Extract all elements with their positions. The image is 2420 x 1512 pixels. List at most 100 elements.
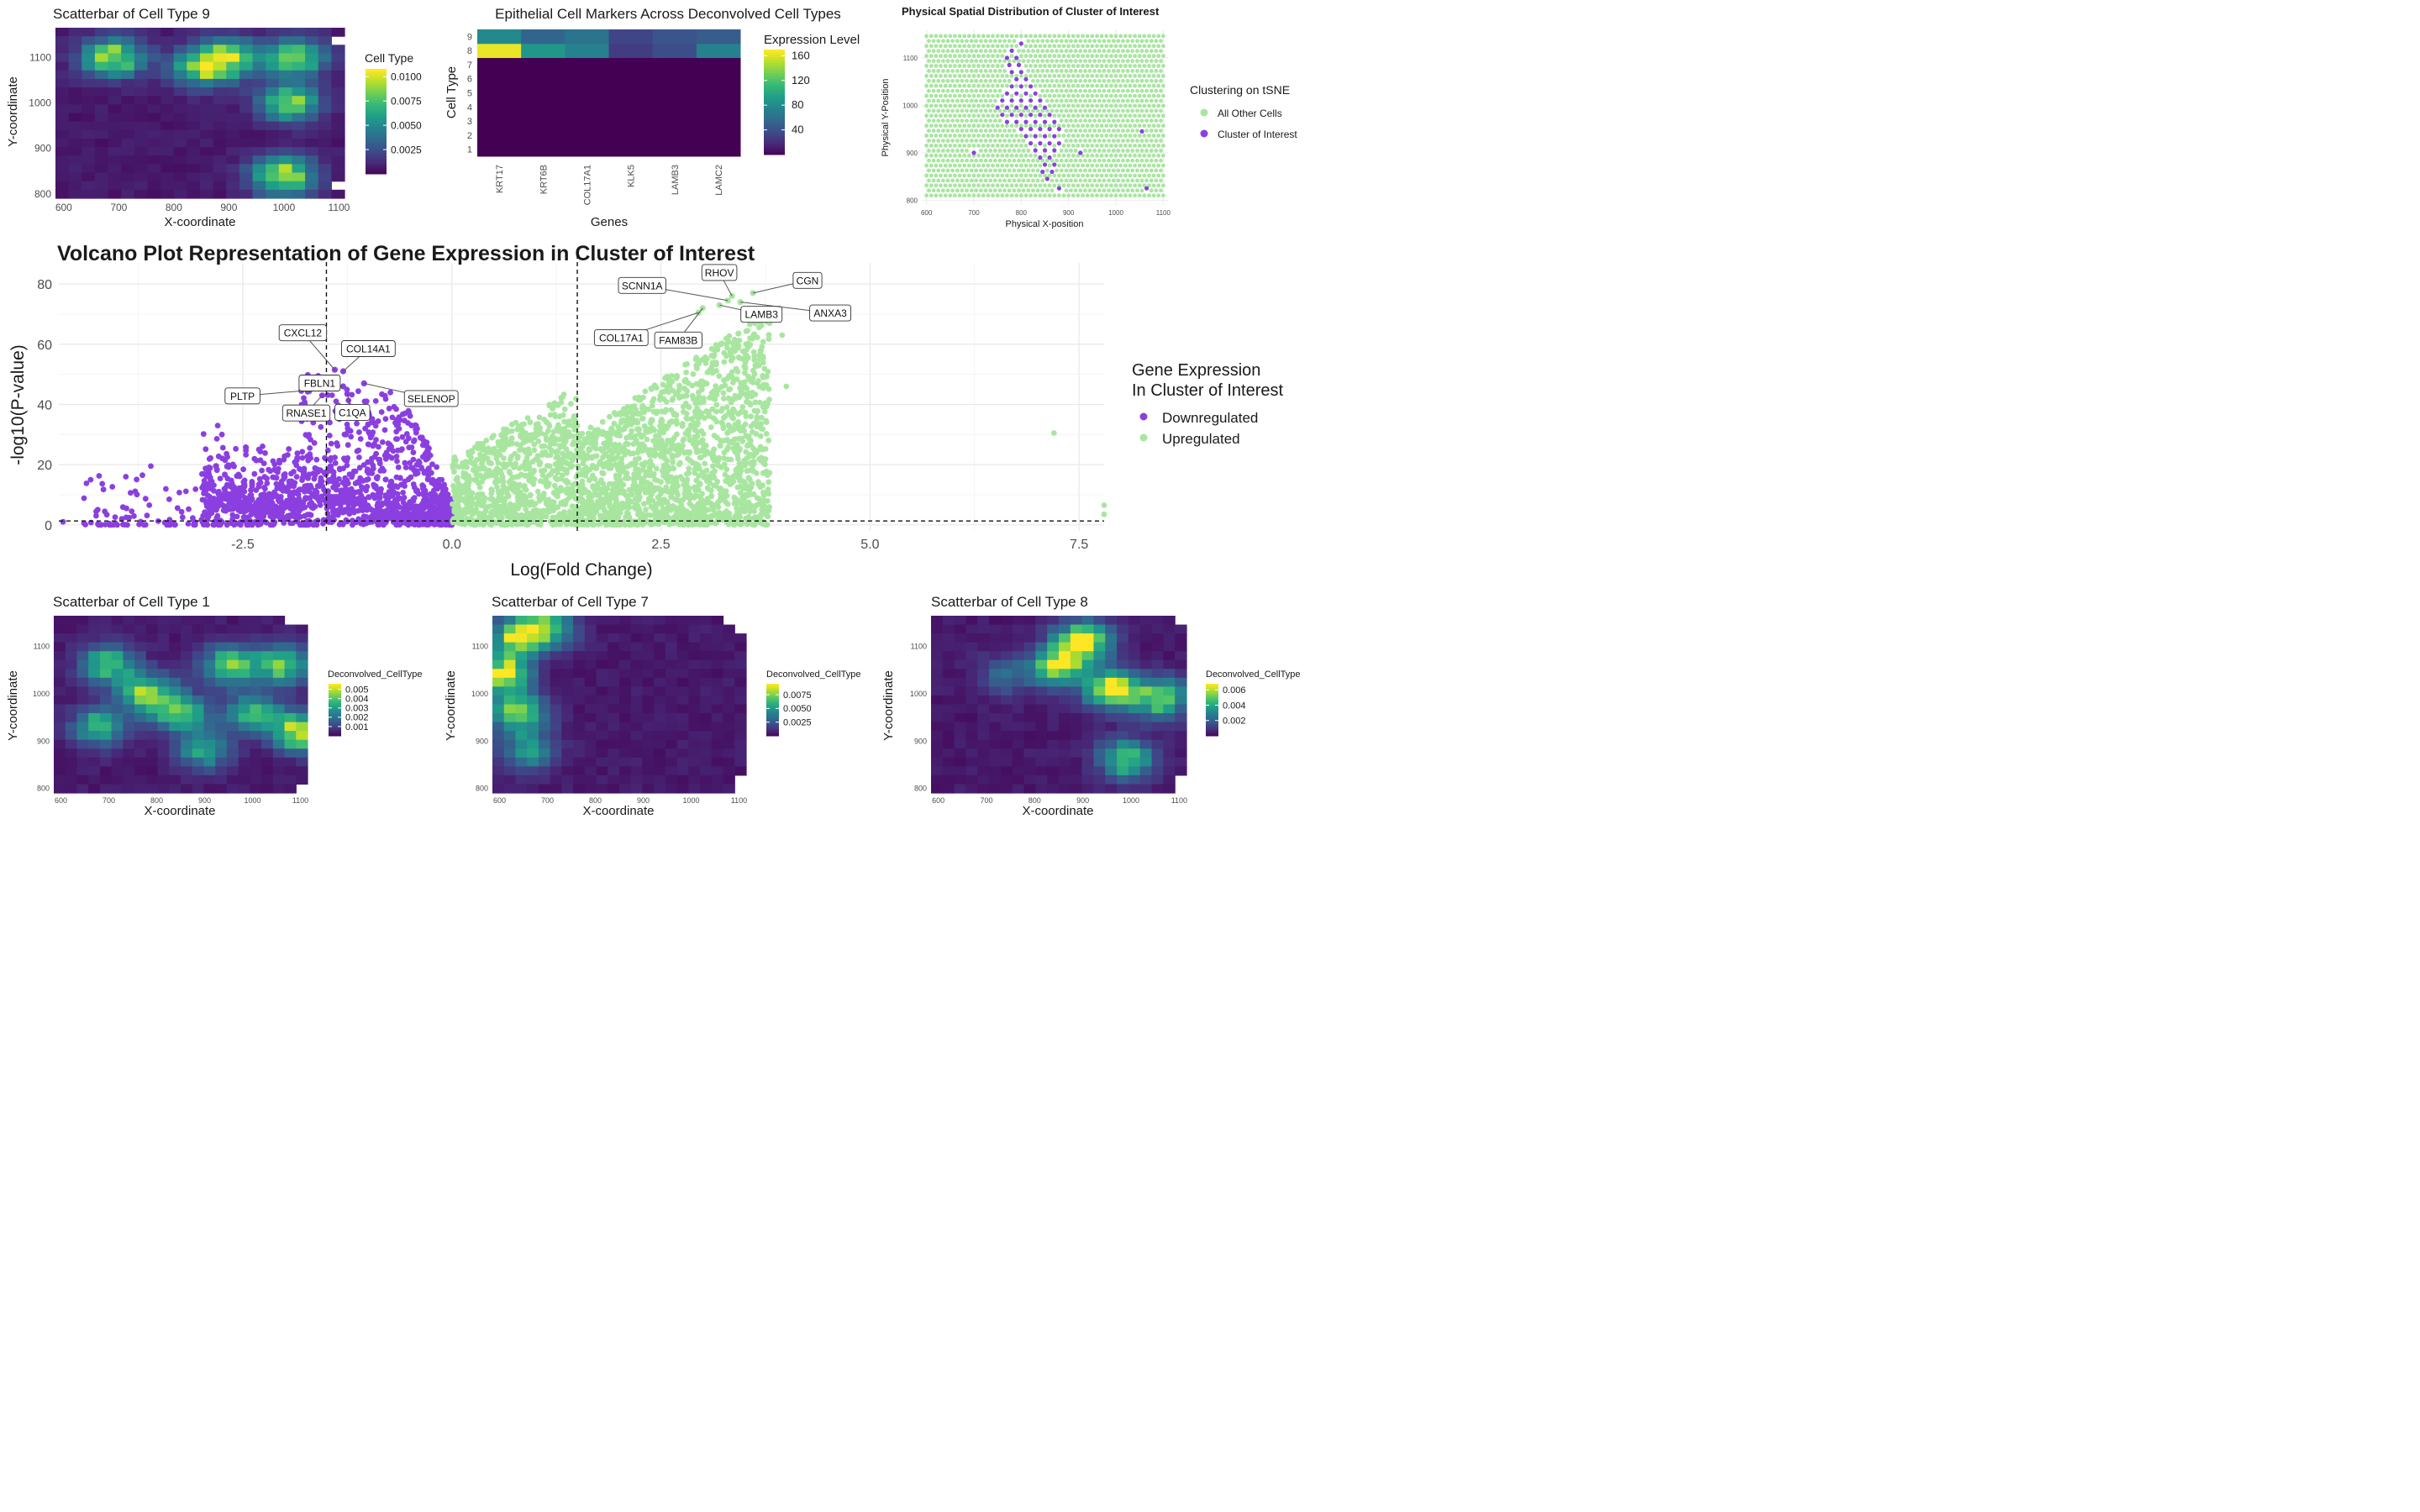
panel-volcano: Volcano Plot Representation of Gene Expr… — [0, 235, 1310, 588]
volcano-point-down — [128, 490, 134, 496]
spatial-point-other — [1125, 69, 1130, 73]
ct9-tile — [213, 61, 227, 71]
volcano-point-down — [261, 485, 267, 491]
spatial-point-other — [955, 158, 960, 163]
ct9-tile — [266, 155, 280, 165]
spatial-point-other — [1000, 74, 1005, 78]
spatial-point-other — [1017, 139, 1021, 143]
spatial-point-other — [966, 103, 971, 108]
spatial-point-other — [1121, 148, 1125, 153]
ct9-tile — [147, 28, 161, 37]
spatial-point-other — [1083, 158, 1087, 163]
ct9-tile — [305, 138, 319, 148]
spatial-point-other — [929, 123, 934, 129]
spatial-point-other — [995, 163, 1000, 168]
spatial-point-other — [1078, 188, 1083, 193]
spatial-point-other — [941, 98, 945, 103]
spatial-point-other — [1104, 153, 1109, 158]
ct9-tile — [292, 104, 306, 114]
spatial-point-other — [1130, 158, 1135, 163]
spatial-point-other — [953, 113, 957, 118]
ct9-tile — [331, 78, 345, 88]
spatial-point-other — [957, 134, 962, 138]
ct9-tile — [82, 181, 96, 191]
spatial-point-other — [991, 183, 995, 188]
spatial-point-other — [1092, 98, 1097, 103]
ct9-colorbar-step — [366, 137, 387, 140]
ct9-ytick-label: 900 — [34, 143, 51, 155]
spatial-point-other — [1066, 74, 1071, 78]
spatial-point-other — [1073, 188, 1078, 193]
spatial-point-other — [1005, 34, 1009, 39]
spatial-point-other — [1149, 118, 1154, 123]
spatial-point-other — [1142, 193, 1147, 198]
spatial-point-cluster — [1033, 119, 1038, 124]
spatial-point-other — [1102, 148, 1107, 153]
spatial-point-other — [1159, 49, 1163, 54]
spatial-point-other — [950, 78, 955, 83]
spatial-xtick-label: 900 — [1063, 209, 1075, 217]
ct9-tile — [160, 164, 175, 174]
volcano-point-down — [248, 487, 254, 493]
spatial-point-other — [1161, 34, 1165, 39]
ct9-tile — [305, 78, 319, 88]
spatial-point-other — [1061, 134, 1066, 138]
spatial-point-other — [950, 148, 955, 153]
spatial-point-other — [927, 129, 931, 134]
ct9-tile — [108, 121, 122, 131]
spatial-title: Physical Spatial Distribution of Cluster… — [902, 5, 1160, 18]
spatial-point-other — [1069, 129, 1073, 134]
spatial-point-other — [1061, 163, 1066, 168]
spatial-point-other — [1092, 108, 1097, 113]
spatial-point-other — [1018, 153, 1023, 158]
spatial-point-other — [1151, 163, 1156, 168]
spatial-point-cluster — [1040, 169, 1045, 175]
ct9-tile — [108, 104, 122, 114]
spatial-point-other — [1097, 148, 1102, 153]
markers-colorbar-step — [764, 107, 785, 111]
ct9-tile — [292, 181, 306, 191]
spatial-point-other — [1095, 123, 1099, 129]
volcano-point-down — [373, 475, 380, 481]
spatial-point-other — [1014, 113, 1019, 118]
spatial-point-other — [1083, 49, 1087, 54]
ct9-tile — [226, 104, 240, 114]
ct9-tile — [68, 121, 82, 131]
ct9-tile — [187, 104, 201, 114]
spatial-point-other — [966, 193, 971, 198]
spatial-point-other — [1085, 93, 1090, 98]
ct9-tile — [226, 172, 240, 182]
markers-colorbar-step — [764, 102, 785, 106]
spatial-point-other — [1073, 88, 1078, 93]
spatial-point-other — [1104, 134, 1109, 138]
volcano-point-down — [397, 475, 403, 481]
ct9-legend-tick-label: 0.0100 — [391, 71, 422, 82]
volcano-point-down — [211, 522, 218, 528]
spatial-point-other — [943, 193, 948, 198]
spatial-point-other — [957, 163, 962, 168]
spatial-point-other — [957, 74, 962, 78]
volcano-point-down — [262, 449, 268, 456]
volcano-point-down — [349, 491, 355, 497]
spatial-point-other — [953, 193, 957, 198]
spatial-point-other — [1057, 134, 1061, 138]
spatial-point-other — [1095, 34, 1099, 39]
spatial-point-other — [1076, 113, 1081, 118]
volcano-point-down — [247, 498, 254, 505]
spatial-point-other — [1059, 148, 1064, 153]
volcano-point-down — [176, 490, 182, 496]
ct9-tile — [305, 129, 319, 139]
spatial-point-other — [1156, 123, 1161, 129]
markers-xtick-label: KLK5 — [627, 165, 637, 187]
spatial-point-other — [962, 74, 967, 78]
spatial-point-other — [1012, 59, 1017, 63]
spatial-point-cluster — [1028, 141, 1034, 146]
spatial-point-other — [1059, 98, 1064, 103]
spatial-point-other — [1052, 64, 1057, 68]
ct9-tile — [94, 78, 109, 88]
ct9-tile — [239, 96, 254, 105]
markers-cell — [608, 142, 654, 157]
spatial-point-other — [1085, 173, 1090, 178]
spatial-point-other — [1099, 83, 1104, 88]
volcano-point-down — [186, 506, 192, 512]
